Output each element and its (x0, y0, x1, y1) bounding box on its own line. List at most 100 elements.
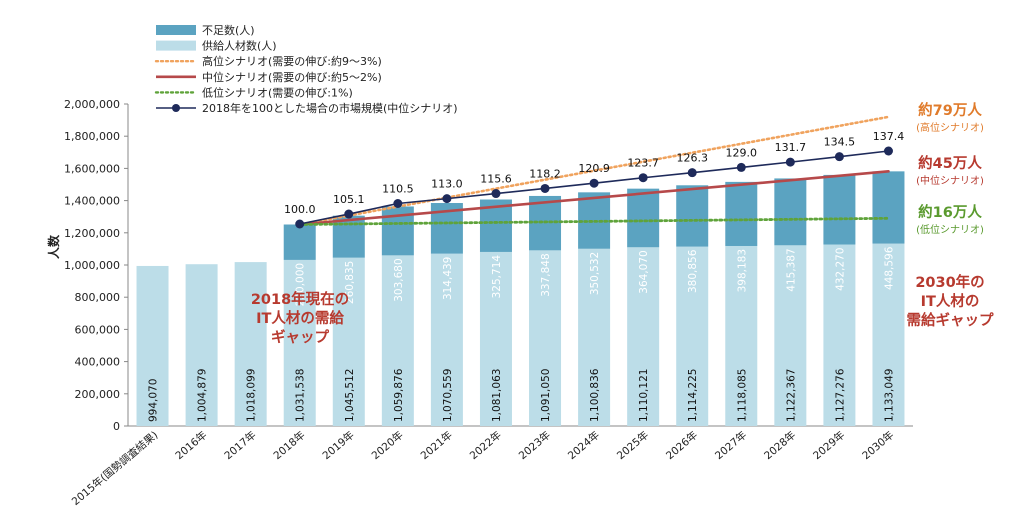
annotation-gap-2018-line3: ギャップ (271, 329, 329, 346)
supply-value-label: 1,091,050 (540, 369, 552, 422)
shortage-value-label: 314,439 (442, 257, 454, 300)
market-index-point (883, 146, 893, 156)
bars: 994,070 1,004,879 1,018,099 1,031,538 220,00… (136, 171, 905, 426)
legend: 不足数(人) 供給人材数(人)高位シナリオ(需要の伸び:約9〜3%) 中位シナリオ(… (154, 24, 458, 115)
supply-value-label: 1,081,063 (491, 369, 503, 422)
annotation-gap-2018-line2: IT人材の需給 (256, 309, 344, 327)
x-tick-label: 2023年 (516, 428, 553, 462)
market-index-point (834, 152, 844, 162)
supply-value-label: 1,127,276 (834, 368, 846, 422)
supply-bar (725, 245, 758, 426)
shortage-value-label: 350,532 (589, 252, 601, 295)
supply-value-label: 1,059,876 (393, 368, 405, 422)
low-scenario-line (298, 216, 890, 226)
annotation-low-sub: (低位シナリオ) (916, 223, 984, 236)
supply-bar (872, 243, 905, 426)
supply-value-label: 1,114,225 (687, 369, 699, 422)
supply-bar (676, 246, 709, 426)
shortage-value-label: 337,848 (540, 253, 552, 296)
legend-label: 高位シナリオ(需要の伸び:約9〜3%) (202, 54, 382, 68)
y-tick-label: 800,000 (75, 291, 121, 304)
market-index-point (491, 189, 501, 199)
y-axis-title: 人数 (46, 234, 61, 259)
x-tick-label: 2022年 (467, 428, 504, 462)
shortage-value-label: 432,270 (834, 248, 846, 291)
market-index-point (736, 162, 746, 172)
legend-label: 不足数(人) (202, 24, 255, 37)
supply-value-label: 1,110,121 (638, 369, 650, 422)
supply-value-label: 1,070,559 (442, 369, 454, 422)
market-index-point (442, 194, 452, 204)
shortage-value-label: 448,596 (883, 246, 895, 290)
y-tick-label: 400,000 (75, 356, 121, 369)
y-tick-label: 200,000 (75, 388, 121, 401)
market-index-point (638, 173, 648, 183)
market-index-point (687, 168, 697, 178)
annotation-high-main: 約79万人 (918, 101, 982, 119)
shortage-value-label: 220,000 (295, 263, 307, 306)
x-tick-label: 2017年 (222, 428, 259, 462)
supply-bar (136, 265, 169, 426)
x-tick-label: 2024年 (565, 428, 602, 462)
supply-value-label: 1,018,099 (246, 369, 258, 422)
x-tick-label: 2020年 (369, 428, 406, 462)
market-index-point (344, 209, 354, 219)
legend-label: 低位シナリオ(需要の伸び:1%) (202, 85, 353, 99)
x-tick-label: 2028年 (761, 428, 798, 462)
shortage-bar (823, 174, 856, 245)
mid-scenario-line (298, 170, 890, 226)
shortage-bar (872, 171, 905, 244)
x-tick-label: 2025年 (614, 428, 651, 462)
supply-value-label: 1,118,085 (736, 369, 748, 422)
supply-bar (627, 247, 660, 426)
shortage-bar (725, 181, 758, 246)
market-index-label: 137.4 (873, 130, 905, 143)
x-tick-label: 2021年 (418, 428, 455, 462)
supply-value-label: 1,122,367 (785, 369, 797, 422)
supply-bar (332, 257, 365, 426)
shortage-value-label: 325,714 (491, 255, 503, 299)
x-tick-label: 2016年 (173, 428, 210, 462)
annotation-low-main: 約16万人 (918, 203, 982, 221)
annotation-gap-2018-line1: 2018年現在の (251, 290, 349, 308)
x-tick-label: 2027年 (712, 428, 749, 462)
x-tick-label: 2019年 (320, 428, 357, 462)
market-index-line: 100.0 105.1 110.5 113.0 115.6 118.2 120.9 123.7… (284, 130, 904, 229)
y-tick-label: 1,600,000 (64, 162, 120, 175)
shortage-bar (676, 185, 709, 247)
shortage-value-label: 398,183 (736, 249, 748, 292)
x-tick-label: 2029年 (810, 428, 847, 462)
shortage-bar (774, 178, 807, 246)
y-tick-label: 600,000 (75, 323, 121, 336)
supply-bar (529, 250, 562, 426)
legend-label: 2018年を100とした場合の市場規模(中位シナリオ) (202, 101, 458, 115)
supply-bar (479, 251, 512, 426)
supply-value-label: 1,031,538 (295, 369, 307, 422)
annotation-gap-2030-line1: 2030年の (915, 273, 984, 291)
market-index-point (540, 183, 550, 193)
x-tick-label: 2015年(国勢調査結果) (69, 428, 160, 508)
market-index-label: 129.0 (726, 146, 758, 159)
shortage-value-label: 364,070 (638, 250, 650, 293)
annotation-gap-2030-line2: IT人材の (921, 292, 980, 310)
supply-value-label: 1,004,879 (197, 369, 209, 422)
annotation-mid-main: 約45万人 (918, 154, 982, 172)
supply-bar (430, 253, 463, 426)
supply-value-label: 1,045,512 (344, 369, 356, 422)
legend-label: 中位シナリオ(需要の伸び:約5〜2%) (202, 70, 382, 84)
market-index-label: 113.0 (431, 178, 463, 191)
annotation-high-sub: (高位シナリオ) (916, 121, 984, 134)
shortage-bar (627, 188, 660, 248)
shortage-value-label: 415,387 (785, 248, 797, 291)
supply-bar (234, 262, 267, 426)
legend-swatch (156, 40, 196, 51)
legend-swatch (156, 25, 196, 35)
shortage-value-label: 303,680 (393, 258, 405, 301)
market-index-label: 123.7 (627, 157, 659, 170)
supply-bar (774, 245, 807, 426)
y-tick-label: 1,400,000 (64, 195, 120, 208)
supply-bar (185, 264, 218, 426)
shortage-value-label: 380,856 (687, 249, 699, 293)
y-tick-label: 1,000,000 (64, 259, 120, 272)
market-index-label: 110.5 (382, 183, 414, 196)
